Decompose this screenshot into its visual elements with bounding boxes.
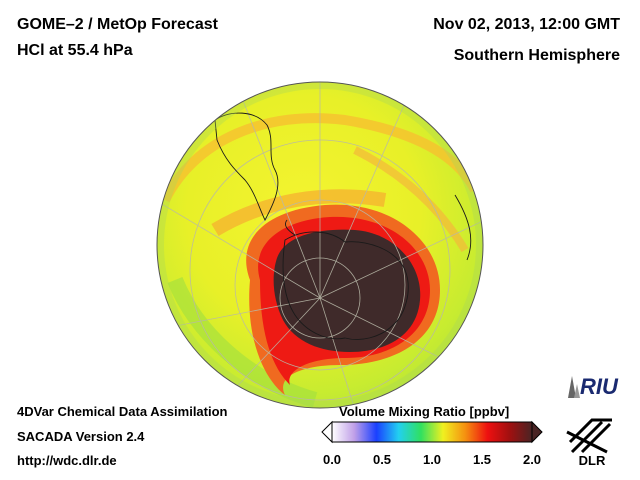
colorbar-left-arrow [321,420,333,444]
method-label: 4DVar Chemical Data Assimilation [17,404,228,419]
polar-vortex-core [273,229,421,352]
green-band [167,276,318,408]
riu-logo: RIU [568,374,619,399]
colorbar-right-arrow [531,420,543,444]
colorbar-tick-label: 0.0 [322,452,342,467]
colorbar [321,420,543,444]
version-label: SACADA Version 2.4 [17,429,145,444]
colorbar-gradient [331,421,533,443]
graticule [157,82,483,408]
colorbar-tick-label: 1.0 [422,452,442,467]
riu-logo-text: RIU [580,374,619,399]
map-subtitle: HCl at 55.4 hPa [17,42,133,59]
region-label: Southern Hemisphere [453,47,620,64]
dlr-logo-text: DLR [579,453,606,468]
hemisphere-globe-map [156,81,484,409]
map-title: GOME–2 / MetOp Forecast [17,16,218,33]
dlr-logo: DLR [566,418,612,468]
url-label: http://wdc.dlr.de [17,453,117,468]
forecast-date: Nov 02, 2013, 12:00 GMT [433,16,620,33]
colorbar-tick-label: 1.5 [472,452,492,467]
orange-band [160,113,480,203]
orange-band [353,146,469,253]
colorbar-tick-label: 2.0 [522,452,542,467]
colorbar-title: Volume Mixing Ratio [ppbv] [339,404,510,419]
colorbar-tick-label: 0.5 [372,452,392,467]
